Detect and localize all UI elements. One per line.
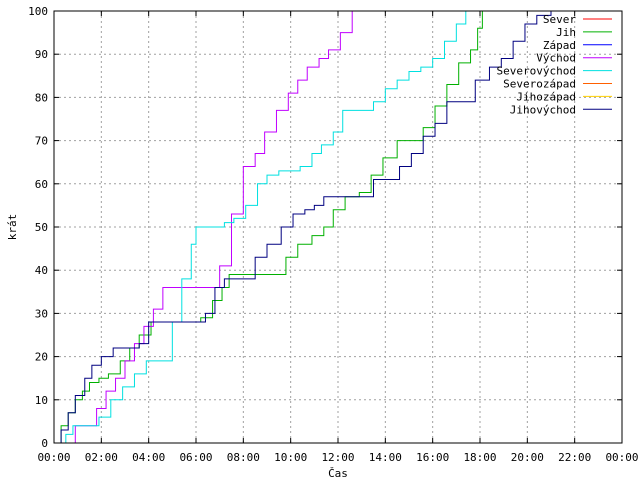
legend-label: Severovýchod xyxy=(497,65,576,78)
x-axis-label: Čas xyxy=(328,467,348,480)
y-tick-label: 100 xyxy=(28,5,48,18)
legend-label: Západ xyxy=(543,39,576,52)
x-tick-label: 08:00 xyxy=(227,451,260,464)
y-tick-label: 40 xyxy=(35,264,48,277)
y-tick-label: 20 xyxy=(35,351,48,364)
x-tick-label: 14:00 xyxy=(369,451,402,464)
x-tick-label: 18:00 xyxy=(463,451,496,464)
x-tick-label: 22:00 xyxy=(558,451,591,464)
axis-ticks xyxy=(53,10,623,444)
series-line-4 xyxy=(58,11,467,444)
y-tick-label: 60 xyxy=(35,178,48,191)
y-tick-labels: 0 10 20 30 40 50 60 70 80 90 100 xyxy=(28,5,48,450)
y-tick-label: 70 xyxy=(35,135,48,148)
y-axis-label: krát xyxy=(6,214,19,241)
series-line-7 xyxy=(56,11,552,444)
series-lines xyxy=(56,11,552,444)
legend-label: Jihovýchod xyxy=(510,103,576,116)
y-tick-label: 30 xyxy=(35,307,48,320)
legend: SeverJihZápadVýchodSeverovýchodSeverozáp… xyxy=(497,13,612,116)
x-tick-label: 10:00 xyxy=(274,451,307,464)
series-line-3 xyxy=(70,11,353,444)
legend-label: Sever xyxy=(543,13,576,26)
y-tick-label: 80 xyxy=(35,91,48,104)
x-tick-label: 00:00 xyxy=(37,451,70,464)
x-tick-label: 16:00 xyxy=(416,451,449,464)
x-tick-label: 12:00 xyxy=(321,451,354,464)
legend-label: Východ xyxy=(536,52,576,65)
legend-label: Severozápad xyxy=(503,78,576,91)
y-tick-label: 10 xyxy=(35,394,48,407)
series-line-1 xyxy=(56,11,483,444)
x-tick-label: 06:00 xyxy=(179,451,212,464)
y-tick-label: 0 xyxy=(41,437,48,450)
x-tick-labels: 00:00 02:00 04:00 06:00 08:00 10:00 12:00 14:00… xyxy=(37,451,638,464)
legend-label: Jihozápad xyxy=(516,90,576,103)
x-tick-label: 04:00 xyxy=(132,451,165,464)
y-tick-label: 50 xyxy=(35,221,48,234)
x-tick-label: 02:00 xyxy=(85,451,118,464)
y-tick-label: 90 xyxy=(35,48,48,61)
x-tick-label: 20:00 xyxy=(511,451,544,464)
legend-label: Jih xyxy=(556,26,576,39)
x-tick-label: 00:00 xyxy=(605,451,638,464)
